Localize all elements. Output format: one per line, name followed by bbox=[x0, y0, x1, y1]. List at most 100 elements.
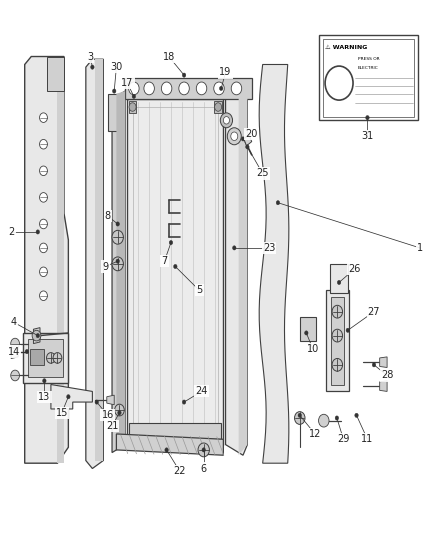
Circle shape bbox=[116, 222, 120, 226]
Polygon shape bbox=[127, 99, 223, 445]
Circle shape bbox=[11, 370, 19, 381]
Circle shape bbox=[39, 140, 47, 149]
Circle shape bbox=[129, 103, 136, 111]
Circle shape bbox=[182, 73, 186, 77]
Text: 4: 4 bbox=[11, 317, 17, 327]
Circle shape bbox=[25, 350, 28, 354]
Circle shape bbox=[220, 113, 233, 128]
Circle shape bbox=[227, 128, 241, 145]
Text: 3: 3 bbox=[87, 52, 93, 61]
Circle shape bbox=[241, 137, 245, 141]
Circle shape bbox=[366, 116, 369, 120]
Text: 1: 1 bbox=[417, 243, 423, 253]
Polygon shape bbox=[226, 86, 247, 455]
Circle shape bbox=[332, 305, 343, 318]
Polygon shape bbox=[46, 56, 64, 91]
Text: 26: 26 bbox=[348, 264, 360, 274]
Text: 31: 31 bbox=[361, 131, 374, 141]
Circle shape bbox=[165, 448, 168, 452]
Text: 10: 10 bbox=[307, 344, 319, 354]
Polygon shape bbox=[244, 135, 252, 146]
Polygon shape bbox=[107, 395, 114, 405]
Circle shape bbox=[161, 82, 172, 95]
Circle shape bbox=[169, 240, 173, 245]
Circle shape bbox=[36, 230, 39, 234]
Text: 29: 29 bbox=[337, 434, 350, 445]
Text: 5: 5 bbox=[196, 286, 202, 295]
Text: 14: 14 bbox=[8, 346, 20, 357]
Polygon shape bbox=[112, 91, 125, 453]
Circle shape bbox=[332, 359, 343, 371]
Text: 21: 21 bbox=[106, 421, 118, 431]
Circle shape bbox=[231, 132, 238, 141]
Circle shape bbox=[116, 259, 120, 263]
Circle shape bbox=[304, 331, 308, 335]
Circle shape bbox=[39, 267, 47, 277]
Circle shape bbox=[233, 246, 236, 250]
Polygon shape bbox=[259, 64, 289, 463]
Polygon shape bbox=[22, 333, 68, 383]
Circle shape bbox=[53, 353, 62, 364]
Text: 6: 6 bbox=[201, 464, 207, 473]
Circle shape bbox=[231, 82, 242, 95]
Polygon shape bbox=[11, 346, 18, 359]
Circle shape bbox=[67, 394, 70, 399]
Circle shape bbox=[39, 192, 47, 202]
Polygon shape bbox=[51, 384, 92, 409]
Circle shape bbox=[118, 410, 121, 415]
Text: 28: 28 bbox=[381, 370, 393, 381]
Circle shape bbox=[39, 243, 47, 253]
Circle shape bbox=[32, 330, 41, 341]
Polygon shape bbox=[330, 264, 348, 293]
Circle shape bbox=[337, 280, 341, 285]
Circle shape bbox=[91, 65, 94, 69]
Text: PRESS OR: PRESS OR bbox=[358, 56, 379, 61]
Circle shape bbox=[294, 411, 305, 424]
Polygon shape bbox=[117, 434, 223, 455]
Text: 8: 8 bbox=[105, 211, 111, 221]
Text: 22: 22 bbox=[173, 466, 186, 476]
Circle shape bbox=[39, 113, 47, 123]
Text: ELECTRIC: ELECTRIC bbox=[358, 66, 378, 69]
Polygon shape bbox=[25, 56, 68, 463]
Text: 9: 9 bbox=[102, 262, 109, 271]
Polygon shape bbox=[95, 59, 103, 461]
Circle shape bbox=[173, 264, 177, 269]
Text: 27: 27 bbox=[368, 306, 380, 317]
Circle shape bbox=[346, 328, 350, 333]
Text: 20: 20 bbox=[246, 128, 258, 139]
Circle shape bbox=[372, 363, 376, 367]
Text: 30: 30 bbox=[110, 62, 123, 72]
Polygon shape bbox=[300, 317, 316, 341]
Circle shape bbox=[129, 82, 139, 95]
Text: 16: 16 bbox=[102, 410, 114, 421]
Text: 18: 18 bbox=[162, 52, 175, 61]
Text: ⚠ WARNING: ⚠ WARNING bbox=[325, 45, 367, 50]
Circle shape bbox=[198, 443, 209, 457]
Circle shape bbox=[246, 145, 249, 149]
Circle shape bbox=[39, 219, 47, 229]
Text: 24: 24 bbox=[195, 386, 208, 397]
Circle shape bbox=[39, 166, 47, 175]
Circle shape bbox=[113, 89, 116, 93]
Circle shape bbox=[112, 230, 124, 244]
Circle shape bbox=[196, 82, 207, 95]
Circle shape bbox=[215, 103, 222, 111]
Circle shape bbox=[298, 413, 301, 417]
Polygon shape bbox=[214, 101, 222, 113]
Text: 12: 12 bbox=[309, 429, 321, 439]
Circle shape bbox=[112, 257, 124, 271]
Circle shape bbox=[332, 329, 343, 342]
Circle shape bbox=[39, 291, 47, 301]
Circle shape bbox=[202, 448, 205, 452]
Text: 19: 19 bbox=[219, 68, 232, 77]
Text: 23: 23 bbox=[263, 243, 276, 253]
Circle shape bbox=[144, 82, 154, 95]
Circle shape bbox=[115, 404, 124, 416]
Text: 2: 2 bbox=[8, 227, 15, 237]
Text: 25: 25 bbox=[256, 168, 269, 179]
Circle shape bbox=[219, 86, 223, 91]
Text: 13: 13 bbox=[38, 392, 50, 402]
Polygon shape bbox=[117, 91, 125, 450]
Circle shape bbox=[325, 66, 353, 100]
